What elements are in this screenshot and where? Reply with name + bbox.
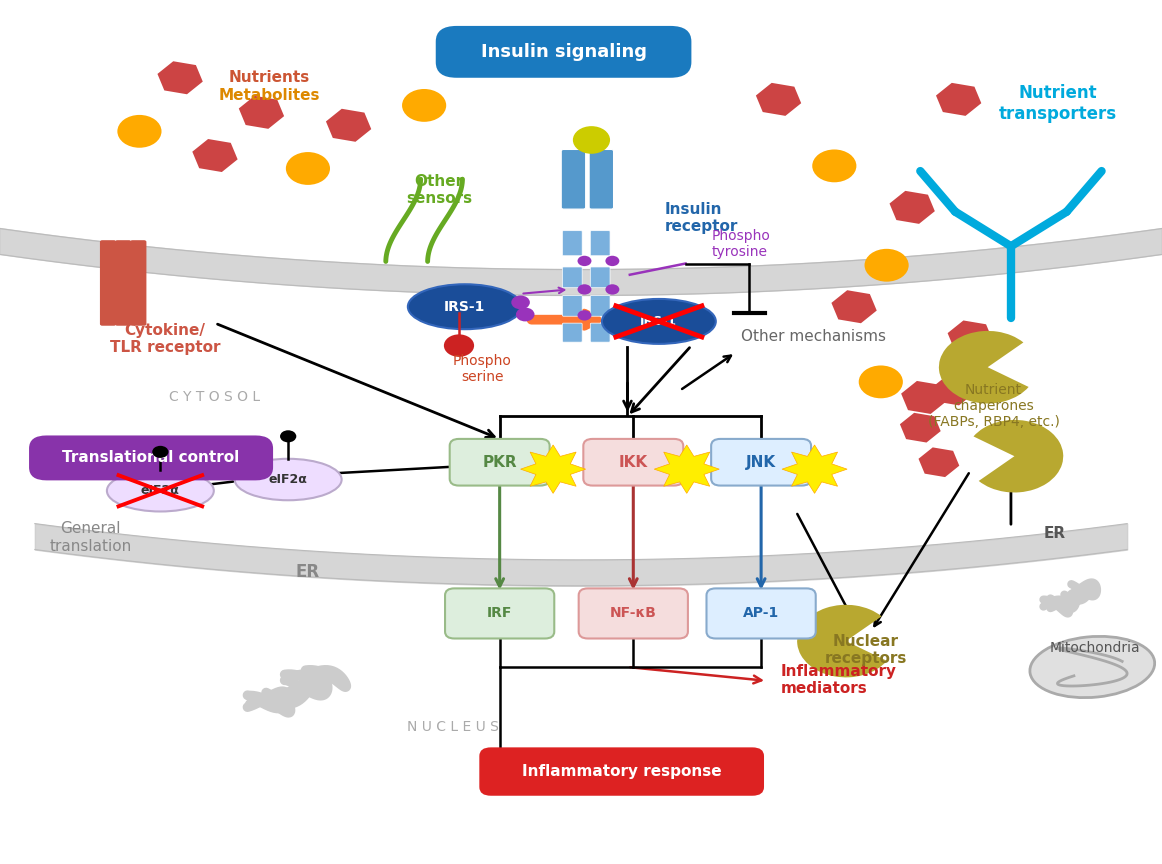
Text: Mitochondria: Mitochondria [1049,641,1140,655]
Text: AP-1: AP-1 [743,607,780,620]
Text: Insulin
receptor: Insulin receptor [665,201,738,234]
Text: Nutrients: Nutrients [229,70,310,86]
Text: General
translation: General translation [50,521,131,554]
Wedge shape [939,331,1028,403]
FancyBboxPatch shape [706,588,816,638]
Text: IRF: IRF [487,607,512,620]
FancyBboxPatch shape [562,295,582,316]
FancyBboxPatch shape [436,26,691,78]
Circle shape [605,284,619,295]
Ellipse shape [107,470,214,511]
FancyBboxPatch shape [589,149,614,209]
Circle shape [865,249,909,282]
Text: eIF2α: eIF2α [141,484,180,498]
FancyBboxPatch shape [590,267,610,288]
FancyBboxPatch shape [590,323,610,342]
Text: Phospho
tyrosine: Phospho tyrosine [711,229,770,258]
Circle shape [280,430,296,442]
FancyBboxPatch shape [579,588,688,638]
Text: IKK: IKK [618,454,648,470]
Text: NF-κB: NF-κB [610,607,657,620]
Text: Other: Other [415,174,464,189]
Circle shape [444,334,474,357]
Circle shape [152,446,168,458]
Circle shape [605,310,619,321]
Text: PKR: PKR [482,454,517,470]
Text: Inflammatory
mediators: Inflammatory mediators [781,664,897,696]
Circle shape [402,89,446,122]
Circle shape [605,256,619,266]
Text: Cytokine/: Cytokine/ [124,322,206,338]
FancyBboxPatch shape [450,439,550,486]
Text: Phospho
serine: Phospho serine [453,354,511,384]
Text: Inflammatory response: Inflammatory response [522,764,722,779]
FancyBboxPatch shape [130,240,146,326]
FancyBboxPatch shape [590,231,610,256]
FancyBboxPatch shape [561,149,586,209]
Circle shape [511,295,530,309]
FancyBboxPatch shape [711,439,811,486]
Text: sensors: sensors [407,191,472,206]
Text: ER: ER [296,563,320,581]
Text: N U C L E U S: N U C L E U S [407,721,500,734]
Ellipse shape [235,459,342,500]
FancyBboxPatch shape [562,231,582,256]
Circle shape [578,284,591,295]
FancyBboxPatch shape [445,588,554,638]
Circle shape [286,152,330,185]
Ellipse shape [1030,637,1155,697]
Text: TLR receptor: TLR receptor [109,340,221,355]
Text: Other mechanisms: Other mechanisms [741,329,885,345]
Text: ER: ER [1043,525,1067,541]
Text: IRS-1: IRS-1 [444,300,486,314]
Circle shape [812,149,856,182]
Ellipse shape [602,299,716,344]
FancyBboxPatch shape [100,240,116,326]
Wedge shape [974,420,1063,492]
Text: Translational control: Translational control [63,450,239,466]
Polygon shape [654,445,719,493]
Ellipse shape [408,284,522,329]
Polygon shape [521,445,586,493]
Text: Insulin signaling: Insulin signaling [481,43,646,60]
Wedge shape [797,605,887,677]
Text: Nutrient
chaperones
(FABPs, RBP4, etc.): Nutrient chaperones (FABPs, RBP4, etc.) [927,383,1060,429]
Text: IRS-1: IRS-1 [640,314,677,328]
FancyBboxPatch shape [562,267,582,288]
FancyBboxPatch shape [562,323,582,342]
FancyBboxPatch shape [115,240,131,326]
Text: Metabolites: Metabolites [218,87,321,103]
FancyBboxPatch shape [480,747,765,796]
Circle shape [117,115,162,148]
Circle shape [578,310,591,321]
FancyBboxPatch shape [583,439,683,486]
Circle shape [859,365,903,398]
Text: Nutrient
transporters: Nutrient transporters [998,85,1117,123]
FancyBboxPatch shape [29,435,273,480]
Circle shape [516,308,535,321]
Text: eIF2α: eIF2α [268,473,308,486]
Text: C Y T O S O L: C Y T O S O L [170,391,260,404]
Text: JNK: JNK [746,454,776,470]
Polygon shape [782,445,847,493]
Circle shape [573,126,610,154]
FancyBboxPatch shape [590,295,610,316]
Circle shape [578,256,591,266]
Text: Nuclear
receptors: Nuclear receptors [825,633,906,666]
